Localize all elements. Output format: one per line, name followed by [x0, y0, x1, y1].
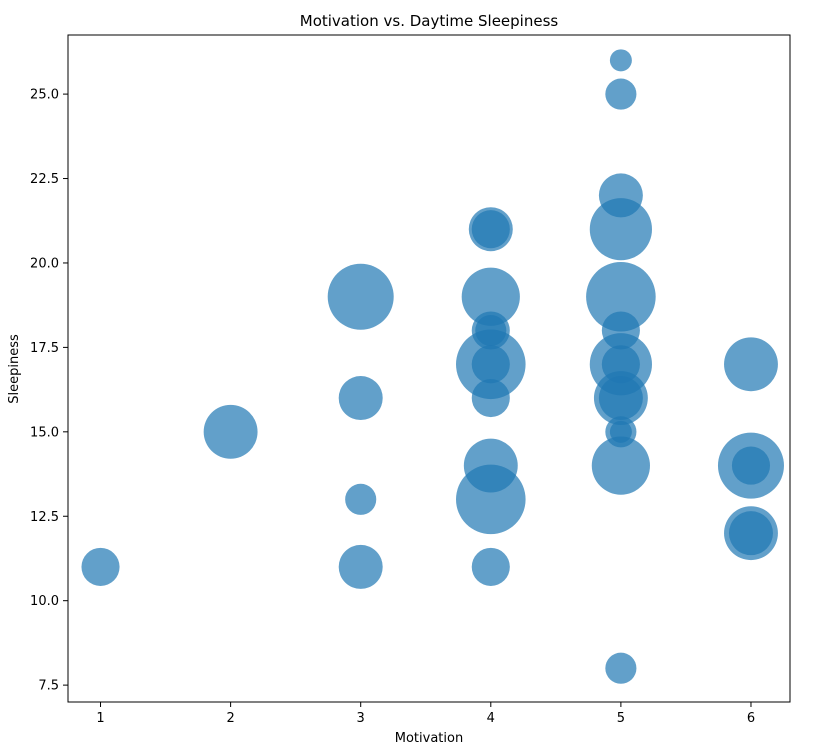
scatter-point: [456, 464, 526, 535]
scatter-point: [591, 436, 650, 495]
y-tick-label: 10.0: [30, 594, 59, 609]
scatter-point: [471, 210, 510, 249]
y-tick-label: 17.5: [30, 341, 59, 356]
y-tick-label: 25.0: [30, 88, 59, 103]
x-tick-label: 4: [487, 711, 495, 726]
scatter-point: [609, 49, 632, 72]
scatter-point: [471, 345, 510, 384]
x-axis: 1 2 3 4 5 6: [96, 702, 755, 726]
y-tick-label: 7.5: [38, 679, 59, 694]
x-tick-label: 6: [747, 711, 755, 726]
scatter-point: [338, 376, 383, 421]
scatter-point: [589, 198, 652, 261]
y-tick-label: 12.5: [30, 510, 59, 525]
points-layer: [81, 49, 784, 684]
scatter-point: [461, 267, 520, 326]
y-axis: 7.5 10.0 12.5 15.0 17.5 20.0 22.5 25.0: [30, 88, 68, 694]
scatter-point: [203, 404, 258, 459]
x-tick-label: 1: [96, 711, 104, 726]
scatter-point: [731, 446, 771, 485]
plot-frame: [67, 34, 791, 703]
scatter-point: [345, 483, 377, 515]
chart-title: Motivation vs. Daytime Sleepiness: [300, 12, 559, 30]
y-tick-label: 22.5: [30, 172, 59, 187]
x-tick-label: 2: [226, 711, 234, 726]
scatter-point: [471, 378, 510, 418]
scatter-point: [598, 376, 643, 421]
scatter-point: [327, 263, 394, 330]
y-axis-title: Sleepiness: [7, 334, 22, 404]
scatter-point: [471, 547, 510, 586]
x-tick-label: 3: [357, 711, 365, 726]
x-tick-label: 5: [617, 711, 625, 726]
scatter-point: [338, 544, 383, 589]
scatter-point: [724, 337, 778, 392]
y-tick-label: 15.0: [30, 425, 59, 440]
scatter-point: [728, 511, 773, 556]
scatter-point: [586, 261, 656, 332]
y-tick-label: 20.0: [30, 256, 59, 271]
scatter-point: [81, 547, 120, 586]
x-axis-title: Motivation: [395, 731, 463, 746]
scatter-point: [605, 78, 637, 110]
scatter-point: [605, 652, 637, 684]
